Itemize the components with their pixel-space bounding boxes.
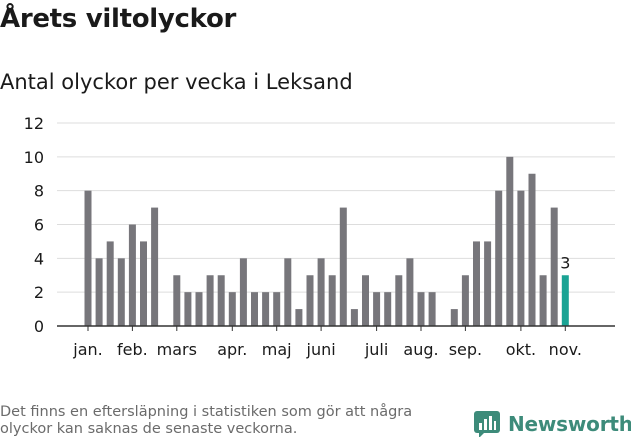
y-tick-label: 8: [34, 182, 44, 201]
bar: [140, 241, 147, 326]
bar: [306, 275, 314, 326]
bar: [84, 190, 92, 326]
bar: [517, 190, 525, 326]
bar-chart: 0 2 4 6 8 10 12 3 jan. feb. mars apr. maj juni juli aug…: [24, 114, 615, 359]
bar: [428, 292, 436, 326]
x-tick-label: apr.: [217, 340, 247, 359]
x-tick-label: juli: [364, 340, 388, 359]
bar: [395, 275, 403, 326]
data-label-last: 3: [560, 253, 570, 272]
bar: [528, 173, 536, 326]
x-tick-label: okt.: [506, 340, 536, 359]
bar: [295, 309, 303, 326]
bar: [217, 275, 225, 326]
x-tick-label: jan.: [72, 340, 102, 359]
bar: [262, 292, 270, 326]
bar: [251, 292, 258, 326]
bar: [273, 292, 281, 326]
bar: [539, 275, 547, 326]
bar: [495, 190, 503, 326]
bar: [95, 258, 103, 326]
chart-subtitle: Antal olyckor per vecka i Leksand: [0, 70, 353, 94]
bar: [561, 275, 569, 326]
bar: [339, 207, 347, 326]
bar: [284, 258, 292, 326]
y-tick-label: 0: [34, 317, 44, 336]
bar: [151, 207, 159, 326]
y-tick-label: 10: [24, 148, 44, 167]
bar: [450, 309, 458, 326]
bar: [417, 292, 425, 326]
bar: [328, 275, 336, 326]
bar: [484, 241, 492, 326]
chart-title: Årets viltolyckor: [0, 4, 237, 34]
bar: [128, 224, 136, 326]
footnote: Det finns en eftersläpning i statistiken…: [0, 404, 413, 437]
bar: [317, 258, 325, 326]
brand-logo[interactable]: Newsworthy: [474, 408, 631, 440]
x-tick-label: aug.: [403, 340, 438, 359]
bar: [206, 275, 214, 326]
x-tick-label: mars: [157, 340, 197, 359]
bar: [373, 292, 381, 326]
x-tick-label: sep.: [449, 340, 482, 359]
bar: [239, 258, 247, 326]
bar: [406, 258, 414, 326]
y-tick-label: 12: [24, 114, 44, 133]
newsworthy-logo-icon: [474, 411, 500, 437]
bar: [473, 241, 480, 326]
bar: [117, 258, 125, 326]
bar: [195, 292, 203, 326]
bar: [173, 275, 181, 326]
y-tick-label: 4: [34, 249, 44, 268]
bar: [384, 292, 392, 326]
x-tick-label: juni: [306, 340, 336, 359]
x-tick-label: nov.: [549, 340, 582, 359]
x-tick-label: feb.: [117, 340, 148, 359]
brand-name: Newsworthy: [508, 412, 631, 436]
x-tick-label: maj: [262, 340, 292, 359]
bar: [550, 207, 558, 326]
bar: [106, 241, 114, 326]
bar: [350, 309, 358, 326]
bar: [506, 156, 514, 326]
y-tick-label: 2: [34, 283, 44, 302]
bar: [228, 292, 236, 326]
bar: [461, 275, 469, 326]
y-tick-label: 6: [34, 216, 44, 235]
bar: [184, 292, 192, 326]
bar: [362, 275, 369, 326]
